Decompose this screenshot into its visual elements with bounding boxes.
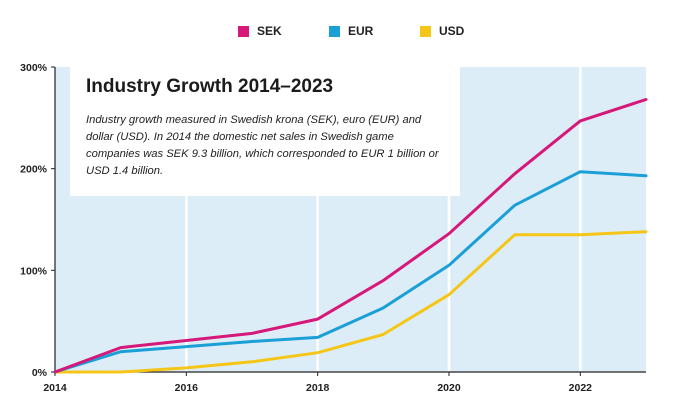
- chart-description: Industry growth measured in Swedish kron…: [86, 114, 439, 177]
- y-tick-label-200: 200%: [20, 164, 48, 176]
- y-tick-label-0: 0%: [32, 367, 48, 379]
- chart-title: Industry Growth 2014–2023: [86, 76, 334, 97]
- x-tick-label-2022: 2022: [569, 382, 593, 394]
- series-lines: [53, 98, 648, 374]
- legend-item-sek: SEK: [238, 24, 282, 38]
- axes: [51, 66, 646, 376]
- legend-label-sek: SEK: [257, 24, 282, 38]
- legend-swatch-eur: [329, 25, 340, 37]
- legend-item-eur: EUR: [329, 24, 373, 38]
- legend-swatch-sek: [238, 25, 249, 37]
- legend-label-usd: USD: [439, 24, 465, 38]
- series-line-usd: [53, 230, 648, 374]
- x-tick-label-2020: 2020: [437, 382, 461, 394]
- tick-labels: 0% 100% 200% 300% 2014 2016 2018 2020 2022: [20, 62, 592, 394]
- legend: SEK EUR USD: [0, 24, 696, 44]
- legend-swatch-usd: [420, 25, 431, 37]
- legend-label-eur: EUR: [348, 24, 374, 38]
- x-tick-label-2014: 2014: [43, 382, 67, 394]
- y-tick-label-100: 100%: [20, 265, 48, 277]
- series-line-sek: [53, 98, 648, 374]
- series-line-eur: [53, 170, 648, 374]
- x-tick-label-2016: 2016: [175, 382, 199, 394]
- legend-item-usd: USD: [420, 24, 464, 38]
- chart-title-box: Industry Growth 2014–2023 Industry growt…: [70, 66, 460, 196]
- y-tick-label-300: 300%: [20, 62, 48, 74]
- x-tick-label-2018: 2018: [306, 382, 330, 394]
